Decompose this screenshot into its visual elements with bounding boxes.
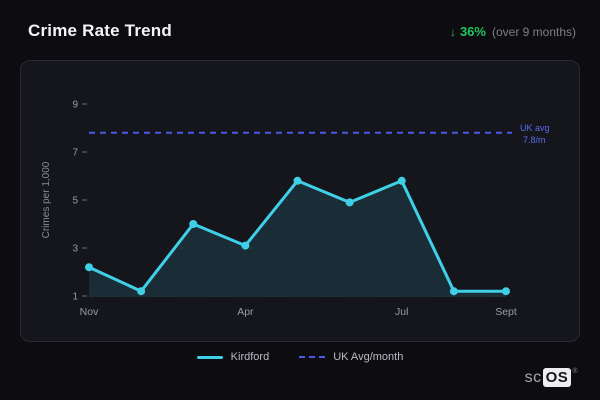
x-tick-label: Nov	[80, 306, 99, 318]
data-point-marker	[293, 176, 302, 185]
data-point-marker	[502, 287, 510, 296]
legend-item-uk-avg[interactable]: UK Avg/month	[299, 351, 403, 363]
uk-avg-label-line2: 7.8/m	[523, 135, 546, 145]
data-point-marker	[241, 241, 250, 250]
logo-boxed-text: OS	[542, 368, 572, 387]
y-tick-label: 9	[72, 100, 78, 111]
legend-item-kirdford[interactable]: Kirdford	[196, 351, 270, 363]
header: Crime Rate Trend ↓ 36% (over 9 months)	[0, 0, 600, 56]
chart-legend: Kirdford UK Avg/month	[0, 351, 600, 363]
solid-line-swatch-icon	[196, 355, 223, 359]
dashed-line-swatch-icon	[299, 356, 326, 358]
data-point-marker	[85, 263, 93, 272]
y-tick-label: 5	[72, 196, 78, 207]
y-tick-label: 1	[72, 292, 78, 303]
registered-mark: ®	[572, 368, 578, 375]
y-tick-label: 7	[72, 148, 78, 159]
x-tick-label: Apr	[237, 306, 254, 318]
data-point-marker	[189, 220, 198, 228]
x-tick-label: Jul	[395, 306, 408, 318]
chart-card: Crimes per 1,000 1 3 5 7 9 Nov Apr Jul Sept UK av…	[20, 60, 580, 342]
legend-label: Kirdford	[230, 351, 270, 363]
scos-logo: sc OS ®	[525, 368, 578, 387]
y-axis-title: Crimes per 1,000	[41, 161, 52, 238]
trend-stat: ↓ 36% (over 9 months)	[450, 24, 576, 39]
series-area-fill	[89, 180, 506, 297]
data-point-marker	[449, 287, 458, 296]
y-tick-label: 3	[72, 244, 78, 255]
data-point-marker	[397, 176, 406, 185]
data-point-marker	[137, 287, 146, 296]
data-point-marker	[345, 198, 354, 207]
legend-label: UK Avg/month	[333, 351, 404, 363]
chart-plot-area: 1 3 5 7 9 Nov Apr Jul Sept UK avg 7.8/m	[72, 100, 549, 319]
trend-stat-caption: (over 9 months)	[491, 24, 576, 39]
crime-rate-line-chart: Crimes per 1,000 1 3 5 7 9 Nov Apr Jul Sept UK av…	[41, 100, 550, 319]
trend-down-icon: ↓	[449, 24, 456, 39]
uk-avg-label-line1: UK avg	[520, 123, 550, 133]
trend-stat-value: 36%	[459, 23, 486, 39]
page-title: Crime Rate Trend	[28, 21, 172, 40]
x-tick-label: Sept	[495, 306, 517, 318]
logo-prefix: sc	[524, 368, 542, 386]
